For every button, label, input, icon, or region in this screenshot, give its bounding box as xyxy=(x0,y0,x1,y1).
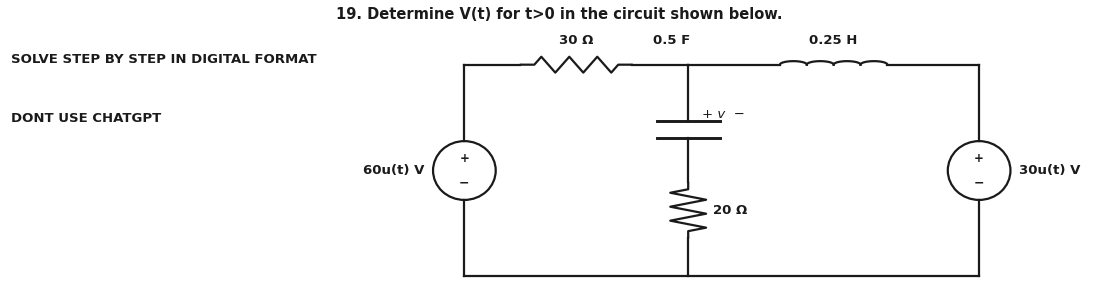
Text: 0.5 F: 0.5 F xyxy=(652,34,690,47)
Text: 20 Ω: 20 Ω xyxy=(713,204,747,217)
Text: −: − xyxy=(459,176,470,189)
Text: + v  −: + v − xyxy=(702,108,744,121)
Text: 0.25 H: 0.25 H xyxy=(809,34,858,47)
Text: 30 Ω: 30 Ω xyxy=(560,34,593,47)
Text: +: + xyxy=(460,152,469,165)
Text: DONT USE CHATGPT: DONT USE CHATGPT xyxy=(11,112,161,125)
Text: 30u(t) V: 30u(t) V xyxy=(1019,164,1081,177)
Text: 19. Determine V(t) for t>0 in the circuit shown below.: 19. Determine V(t) for t>0 in the circui… xyxy=(336,7,783,22)
Text: +: + xyxy=(975,152,984,165)
Text: 60u(t) V: 60u(t) V xyxy=(363,164,424,177)
Text: −: − xyxy=(974,176,985,189)
Text: SOLVE STEP BY STEP IN DIGITAL FORMAT: SOLVE STEP BY STEP IN DIGITAL FORMAT xyxy=(11,53,317,66)
